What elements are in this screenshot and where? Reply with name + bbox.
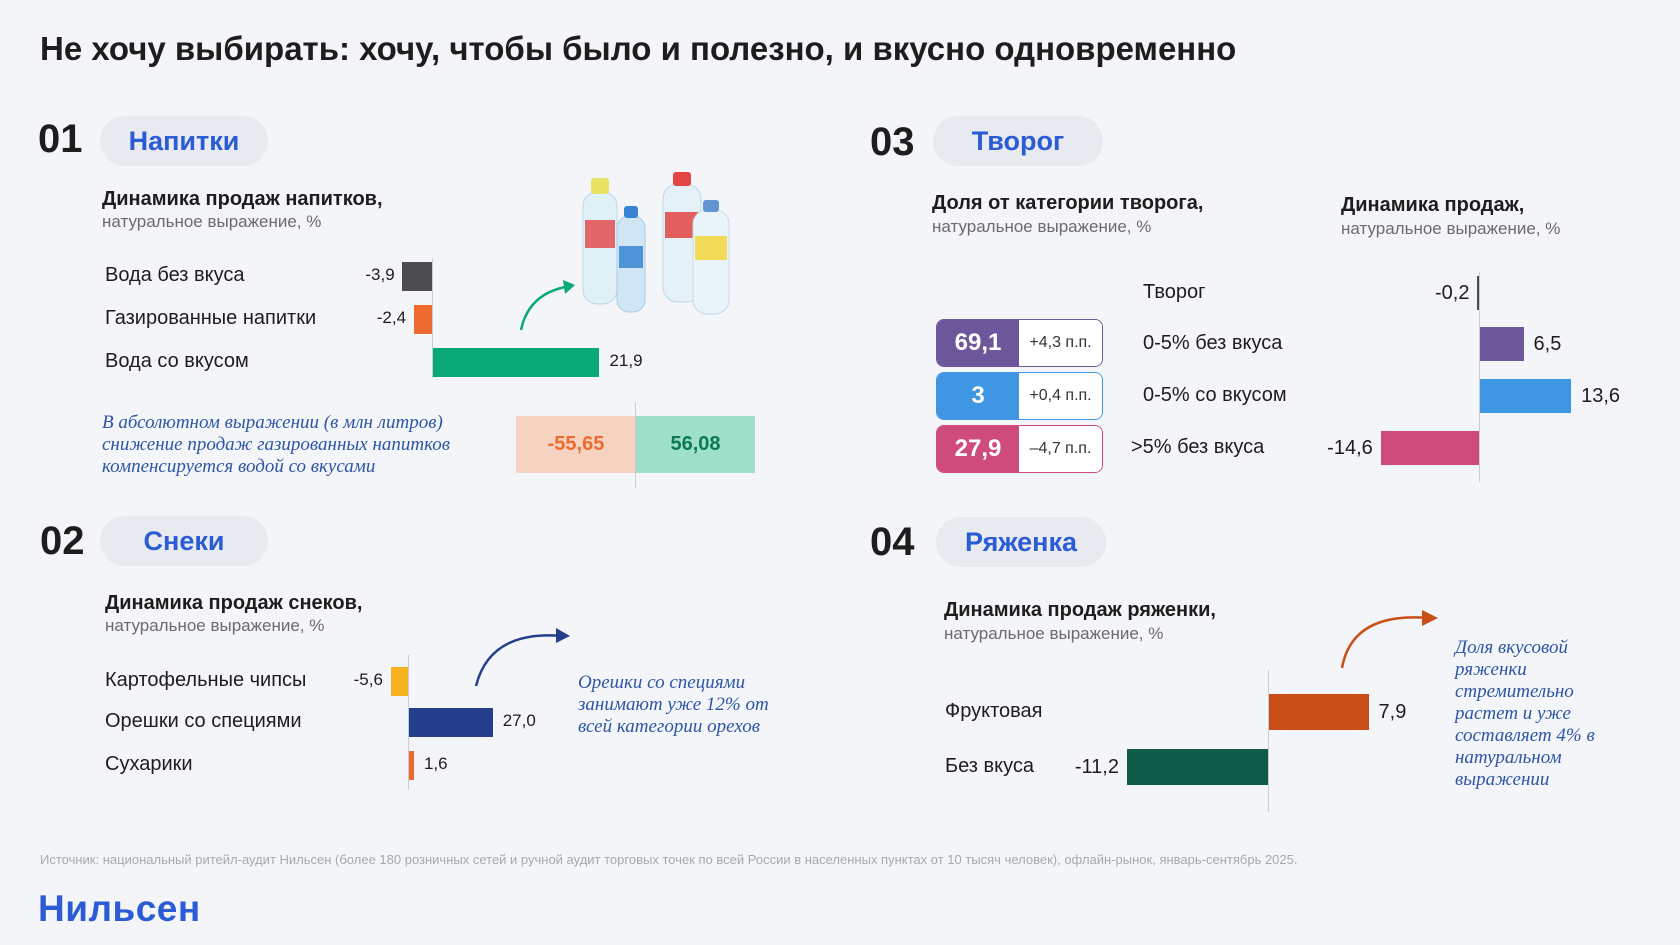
category-label: Вода со вкусом (105, 350, 249, 372)
bar (402, 261, 432, 291)
axis-line (1268, 670, 1269, 812)
nielsen-logo: Нильсен (38, 888, 201, 929)
category-pill-cottage-cheese: Творог (933, 116, 1103, 166)
category-label: Картофельные чипсы (105, 669, 307, 691)
share-change: +0,4 п.п. (1019, 373, 1102, 419)
share-change: +4,3 п.п. (1019, 320, 1102, 366)
data-label: 1,6 (423, 754, 448, 773)
share-subtitle: натуральное выражение, % (932, 217, 1152, 236)
drinks-note: В абсолютном выражении (в млн литров) сн… (102, 412, 451, 477)
category-label: Вода без вкуса (105, 264, 245, 286)
section-number: 02 (40, 519, 85, 563)
data-label: -2,4 (376, 308, 407, 327)
data-label: 27,0 (502, 711, 536, 730)
share-value: 69,1 (937, 320, 1019, 366)
data-label: 13,6 (1581, 385, 1621, 407)
bar (1480, 327, 1524, 361)
absolute-decline-value: -55,65 (516, 416, 636, 473)
chart-subtitle: натуральное выражение, % (944, 624, 1164, 643)
chart-title: Динамика продаж снеков, (105, 592, 363, 614)
bar (1477, 276, 1479, 310)
data-label: -11,2 (1074, 756, 1119, 778)
category-pill-drinks: Напитки (100, 116, 268, 166)
source-note: Источник: национальный ритейл-аудит Ниль… (40, 852, 1298, 867)
growth-arrow-icon (1340, 610, 1438, 669)
category-label: 0-5% со вкусом (1143, 384, 1287, 406)
section-number: 01 (38, 117, 83, 161)
growth-arrow-icon (519, 280, 575, 331)
share-value: 27,9 (937, 426, 1019, 472)
data-label: -14,6 (1327, 437, 1373, 459)
bar (1381, 431, 1479, 465)
data-label: -0,2 (1435, 282, 1470, 304)
data-label: 6,5 (1533, 333, 1562, 355)
axis-line (635, 402, 636, 488)
bar (409, 750, 414, 780)
absolute-growth-value: 56,08 (636, 416, 755, 473)
category-label: Без вкуса (945, 755, 1035, 777)
ryazhenka-note: Доля вкусовой ряженки стремительно расте… (1455, 637, 1595, 790)
bar (390, 666, 408, 696)
share-change: –4,7 п.п. (1019, 426, 1102, 472)
axis-line (432, 258, 433, 378)
category-label: Творог (1143, 281, 1206, 303)
category-pill-ryazhenka: Ряженка (936, 517, 1106, 567)
category-label: 0-5% без вкуса (1143, 332, 1283, 354)
share-title: Доля от категории творога, (932, 192, 1204, 214)
bar (1269, 694, 1369, 730)
category-pill-snacks: Снеки (100, 516, 268, 566)
category-label: Орешки со специями (105, 710, 302, 732)
category-label: Фруктовая (945, 700, 1043, 722)
share-value: 3 (937, 373, 1019, 419)
bar (1126, 749, 1268, 785)
chart-title: Динамика продаж, (1341, 194, 1525, 216)
category-label: Сухарики (105, 753, 193, 775)
growth-arrow-icon (474, 628, 570, 687)
category-label: >5% без вкуса (1131, 436, 1265, 458)
section-number: 04 (870, 520, 915, 564)
share-box: 27,9 –4,7 п.п. (936, 425, 1103, 473)
data-label: -5,6 (353, 670, 383, 689)
bar (413, 304, 432, 334)
chart-subtitle: натуральное выражение, % (105, 616, 325, 635)
snacks-note: Орешки со специями занимают уже 12% от в… (578, 672, 769, 737)
data-label: -3,9 (365, 265, 395, 284)
data-label: 21,9 (609, 351, 643, 370)
category-label: Газированные напитки (105, 307, 317, 329)
bar (433, 347, 600, 377)
axis-line (1479, 272, 1480, 482)
chart-subtitle: натуральное выражение, % (1341, 219, 1561, 238)
chart-subtitle: натуральное выражение, % (102, 212, 322, 231)
section-number: 03 (870, 120, 915, 164)
chart-title: Динамика продаж напитков, (102, 188, 383, 210)
axis-line (408, 655, 409, 790)
chart-title: Динамика продаж ряженки, (944, 599, 1216, 621)
bar (409, 707, 493, 737)
water-bottles-icon (582, 172, 730, 315)
bar (1480, 379, 1572, 413)
share-box: 3 +0,4 п.п. (936, 372, 1103, 420)
data-label: 7,9 (1378, 701, 1407, 723)
share-box: 69,1 +4,3 п.п. (936, 319, 1103, 367)
page-title: Не хочу выбирать: хочу, чтобы было и пол… (40, 30, 1237, 67)
